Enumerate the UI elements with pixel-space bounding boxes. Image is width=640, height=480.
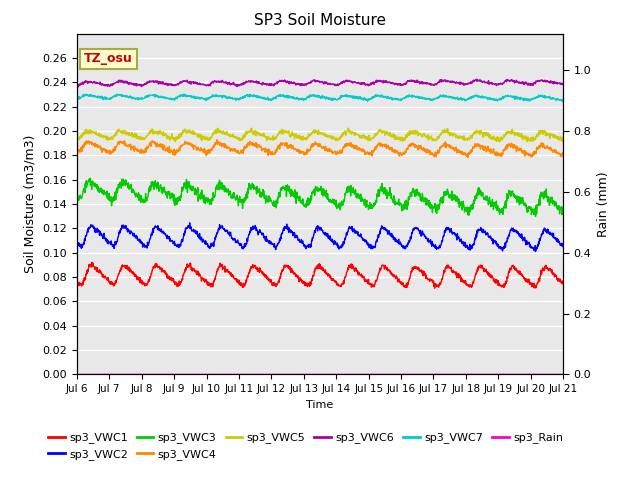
sp3_VWC2 xyxy=(186,220,193,226)
sp3_VWC3 xyxy=(290,192,298,197)
sp3_VWC5 xyxy=(558,139,566,144)
sp3_VWC6 xyxy=(73,83,81,89)
Legend: sp3_VWC1, sp3_VWC2, sp3_VWC3, sp3_VWC4, sp3_VWC5, sp3_VWC6, sp3_VWC7, sp3_Rain: sp3_VWC1, sp3_VWC2, sp3_VWC3, sp3_VWC4, … xyxy=(44,428,568,464)
sp3_VWC6 xyxy=(298,81,306,87)
Y-axis label: Soil Moisture (m3/m3): Soil Moisture (m3/m3) xyxy=(24,135,36,273)
sp3_Rain xyxy=(111,372,118,377)
sp3_VWC3 xyxy=(532,214,540,219)
sp3_VWC3 xyxy=(298,201,306,207)
sp3_VWC7 xyxy=(280,92,287,97)
sp3_VWC3 xyxy=(111,191,118,197)
sp3_Rain xyxy=(131,372,138,377)
sp3_VWC3 xyxy=(280,185,287,191)
sp3_VWC6 xyxy=(559,81,567,87)
sp3_VWC4 xyxy=(213,137,221,143)
sp3_VWC1 xyxy=(280,267,287,273)
sp3_VWC1 xyxy=(559,281,567,287)
sp3_VWC1 xyxy=(73,276,81,282)
sp3_VWC7 xyxy=(558,98,566,104)
sp3_Rain xyxy=(289,372,297,377)
sp3_VWC4 xyxy=(73,147,81,153)
sp3_Rain xyxy=(559,372,567,377)
sp3_Rain xyxy=(349,372,357,377)
sp3_Rain xyxy=(279,372,287,377)
sp3_VWC3 xyxy=(86,175,94,181)
sp3_VWC2 xyxy=(350,226,358,232)
sp3_VWC7 xyxy=(559,96,567,102)
sp3_VWC1 xyxy=(111,281,118,287)
sp3_Rain xyxy=(298,372,306,377)
sp3_VWC5 xyxy=(350,130,358,135)
sp3_VWC3 xyxy=(350,188,358,193)
sp3_VWC5 xyxy=(111,134,118,140)
sp3_VWC2 xyxy=(280,225,287,231)
sp3_VWC6 xyxy=(74,84,82,90)
sp3_VWC2 xyxy=(131,231,138,237)
Title: SP3 Soil Moisture: SP3 Soil Moisture xyxy=(254,13,386,28)
sp3_VWC5 xyxy=(298,135,306,141)
sp3_VWC7 xyxy=(111,94,118,99)
sp3_VWC7 xyxy=(298,96,306,102)
sp3_VWC4 xyxy=(131,149,138,155)
sp3_VWC2 xyxy=(532,249,540,254)
Y-axis label: Rain (mm): Rain (mm) xyxy=(597,171,610,237)
Text: TZ_osu: TZ_osu xyxy=(84,52,133,65)
sp3_VWC4 xyxy=(111,145,118,151)
sp3_VWC4 xyxy=(350,145,358,151)
sp3_VWC3 xyxy=(73,190,81,195)
sp3_VWC7 xyxy=(73,96,81,102)
sp3_VWC7 xyxy=(131,96,138,101)
sp3_VWC2 xyxy=(73,239,81,245)
sp3_VWC1 xyxy=(298,279,306,285)
sp3_VWC7 xyxy=(83,91,90,97)
sp3_VWC4 xyxy=(559,150,567,156)
X-axis label: Time: Time xyxy=(307,400,333,409)
sp3_VWC1 xyxy=(131,274,138,279)
Line: sp3_VWC3: sp3_VWC3 xyxy=(77,178,563,216)
sp3_VWC7 xyxy=(290,96,298,101)
sp3_VWC1 xyxy=(290,270,298,276)
sp3_VWC4 xyxy=(280,141,287,146)
Line: sp3_VWC4: sp3_VWC4 xyxy=(77,140,563,157)
sp3_VWC5 xyxy=(279,131,287,137)
Line: sp3_VWC6: sp3_VWC6 xyxy=(77,79,563,87)
sp3_Rain xyxy=(73,372,81,377)
sp3_VWC4 xyxy=(464,155,472,160)
sp3_VWC5 xyxy=(73,137,81,143)
sp3_VWC6 xyxy=(290,81,298,86)
sp3_VWC5 xyxy=(131,134,138,140)
sp3_VWC3 xyxy=(559,210,567,216)
sp3_VWC6 xyxy=(350,79,358,85)
sp3_VWC7 xyxy=(350,94,358,100)
sp3_VWC2 xyxy=(559,243,567,249)
sp3_VWC3 xyxy=(131,191,138,197)
Line: sp3_VWC2: sp3_VWC2 xyxy=(77,223,563,252)
sp3_VWC5 xyxy=(289,132,297,137)
Line: sp3_VWC5: sp3_VWC5 xyxy=(77,128,563,142)
sp3_VWC2 xyxy=(111,243,118,249)
sp3_VWC4 xyxy=(290,146,298,152)
sp3_VWC2 xyxy=(290,231,298,237)
sp3_VWC6 xyxy=(131,82,138,88)
sp3_VWC6 xyxy=(473,76,481,82)
sp3_VWC5 xyxy=(344,125,352,131)
Line: sp3_VWC7: sp3_VWC7 xyxy=(77,94,563,101)
sp3_VWC1 xyxy=(350,265,358,271)
Line: sp3_VWC1: sp3_VWC1 xyxy=(77,263,563,288)
sp3_VWC4 xyxy=(298,149,306,155)
sp3_VWC2 xyxy=(298,240,306,245)
sp3_VWC5 xyxy=(559,138,567,144)
sp3_VWC6 xyxy=(111,80,118,86)
sp3_VWC1 xyxy=(88,260,96,265)
sp3_VWC6 xyxy=(280,78,287,84)
sp3_VWC1 xyxy=(431,285,438,291)
